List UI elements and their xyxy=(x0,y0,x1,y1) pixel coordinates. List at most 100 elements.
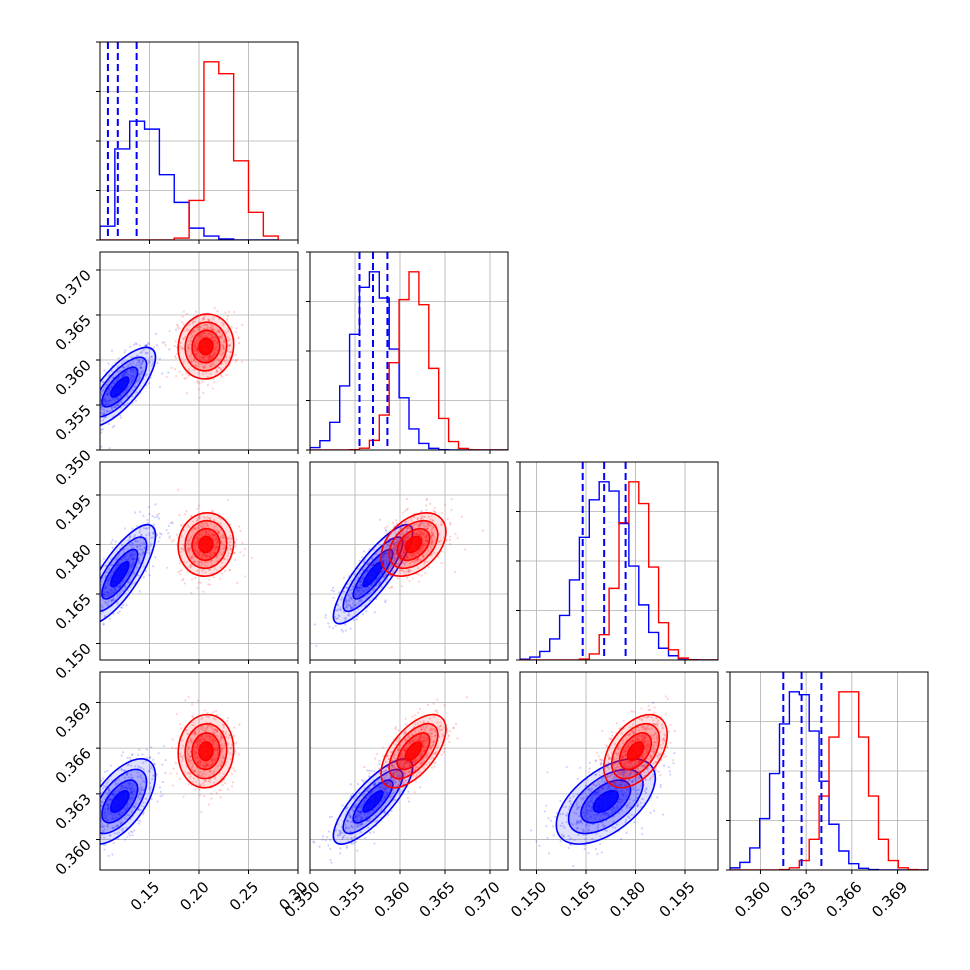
red-sample-point xyxy=(178,370,181,373)
blue-sample-point xyxy=(101,419,105,422)
blue-sample-point xyxy=(118,811,121,814)
panel-4-2 xyxy=(309,671,509,874)
red-sample-point xyxy=(185,561,188,564)
blue-sample-point xyxy=(148,765,152,768)
red-sample-point xyxy=(202,523,205,526)
red-sample-point xyxy=(187,367,190,370)
blue-sample-point xyxy=(354,593,357,596)
red-sample-point xyxy=(220,518,223,521)
red-sample-point xyxy=(460,515,463,518)
red-sample-point xyxy=(226,498,230,502)
red-sample-point xyxy=(203,738,206,741)
blue-sample-point xyxy=(162,744,166,748)
blue-sample-point xyxy=(95,826,97,828)
blue-sample-point xyxy=(102,408,105,412)
blue-sample-point xyxy=(397,562,400,565)
red-sample-point xyxy=(216,349,219,352)
red-sample-point xyxy=(208,534,212,537)
red-sample-point xyxy=(206,525,210,528)
red-sample-point xyxy=(201,316,205,320)
blue-sample-point xyxy=(378,574,381,577)
red-sample-point xyxy=(211,563,214,566)
red-sample-point xyxy=(426,560,429,564)
red-sample-point xyxy=(196,507,199,510)
red-sample-point xyxy=(412,531,415,534)
blue-sample-point xyxy=(126,581,129,584)
blue-sample-point xyxy=(140,554,143,557)
blue-sample-point xyxy=(156,361,159,365)
blue-sample-point xyxy=(130,563,133,566)
red-sample-point xyxy=(192,520,195,523)
blue-sample-point xyxy=(83,440,85,442)
blue-sample-point xyxy=(393,524,396,528)
red-sample-point xyxy=(187,760,190,763)
blue-sample-point xyxy=(158,786,161,789)
red-sample-point xyxy=(208,578,211,581)
red-sample-point xyxy=(182,310,185,313)
red-sample-point xyxy=(424,572,427,575)
red-sample-point xyxy=(205,554,208,558)
red-sample-point xyxy=(229,547,232,551)
blue-sample-point xyxy=(129,756,132,759)
blue-sample-point xyxy=(126,835,129,839)
blue-sample-point xyxy=(359,580,362,583)
red-sample-point xyxy=(234,750,237,753)
red-sample-point xyxy=(196,542,199,545)
red-sample-point xyxy=(401,569,405,572)
red-sample-point xyxy=(400,523,404,526)
blue-sample-point xyxy=(120,784,123,788)
blue-sample-point xyxy=(159,790,162,793)
red-sample-point xyxy=(211,327,214,331)
blue-sample-point xyxy=(91,394,93,396)
red-sample-point xyxy=(403,523,406,527)
blue-sample-point xyxy=(147,527,150,530)
blue-sample-point xyxy=(152,758,155,761)
blue-sample-point xyxy=(100,820,103,823)
blue-sample-point xyxy=(138,590,141,593)
red-sample-point xyxy=(413,532,416,535)
red-sample-point xyxy=(199,525,203,528)
blue-sample-point xyxy=(350,588,353,592)
red-sample-point xyxy=(180,569,183,572)
blue-sample-point xyxy=(116,594,119,598)
blue-sample-point xyxy=(111,426,114,429)
red-sample-point xyxy=(208,554,211,558)
blue-sample-point xyxy=(368,592,371,595)
red-sample-point xyxy=(371,563,374,566)
blue-sample-point xyxy=(131,563,134,567)
red-sample-point xyxy=(211,328,214,331)
blue-sample-point xyxy=(83,633,85,635)
blue-sample-point xyxy=(334,615,337,619)
red-sample-point xyxy=(425,504,428,507)
blue-sample-point xyxy=(396,538,399,541)
blue-sample-point xyxy=(138,556,141,559)
blue-sample-point xyxy=(123,838,127,841)
red-sample-point xyxy=(234,558,237,562)
red-sample-point xyxy=(234,359,237,362)
blue-sample-point xyxy=(118,831,121,834)
red-sample-point xyxy=(186,539,189,542)
blue-sample-point xyxy=(112,826,115,829)
blue-sample-point xyxy=(121,830,124,833)
red-sample-point xyxy=(197,526,200,530)
blue-sample-point xyxy=(102,399,106,402)
blue-sample-point xyxy=(103,397,106,400)
red-sample-point xyxy=(385,555,388,558)
blue-sample-point xyxy=(149,544,152,547)
blue-sample-point xyxy=(357,567,360,571)
red-sample-point xyxy=(211,550,214,553)
blue-sample-point xyxy=(112,793,115,796)
blue-sample-point xyxy=(96,586,98,588)
blue-sample-point xyxy=(72,633,74,635)
red-sample-point xyxy=(386,525,389,528)
red-sample-point xyxy=(193,756,196,759)
blue-sample-point xyxy=(95,811,97,813)
blue-sample-point xyxy=(95,857,97,859)
blue-sample-point xyxy=(111,826,114,829)
blue-sample-point xyxy=(89,593,91,595)
red-sample-point xyxy=(221,748,224,751)
blue-sample-point xyxy=(164,758,167,762)
blue-sample-point xyxy=(101,800,104,804)
red-sample-point xyxy=(421,554,425,557)
blue-sample-point xyxy=(105,409,108,413)
